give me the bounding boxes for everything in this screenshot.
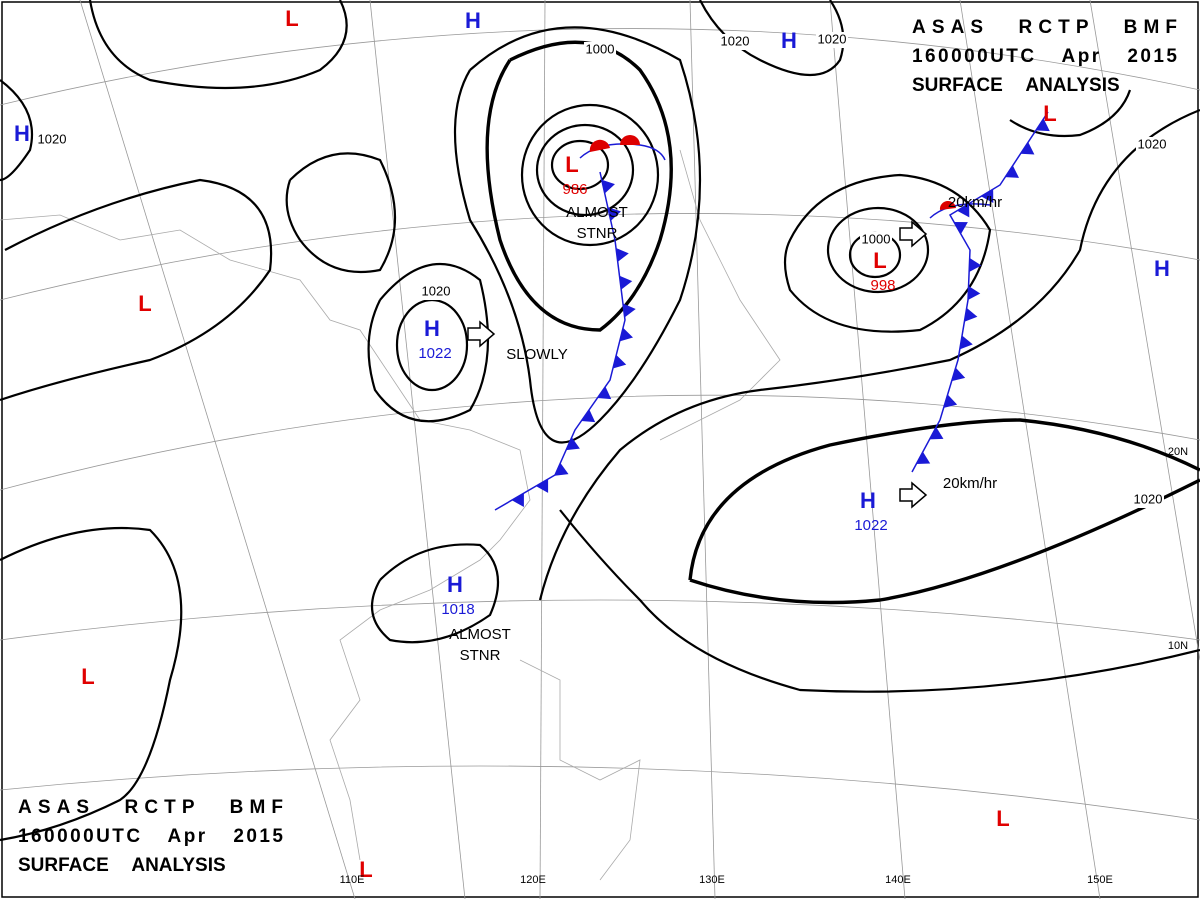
pressure-center: L [359,857,372,882]
isobar-label: 1000 [862,231,891,246]
latitude-label: 20N [1168,446,1188,458]
front-triangle [969,257,982,272]
footer-line: SURFACE ANALYSIS [18,855,226,876]
pressure-center: L [1043,101,1056,126]
footer-line: ASAS RCTP BMF [18,797,283,818]
center-pressure: 986 [562,181,587,198]
front-triangle [1005,165,1020,178]
annotation: SLOWLY [506,346,567,363]
isobar-label: 1020 [38,131,67,146]
longitude-label: 110E [340,874,365,886]
front-triangle [1020,142,1035,155]
front-triangle [554,462,569,476]
pressure-center: H [1154,256,1170,281]
front-triangle [619,327,634,342]
pressure-center: L [996,806,1009,831]
front-triangle [615,247,629,262]
isobar-label: 1020 [1134,491,1163,506]
label-mask [860,232,892,248]
isobar-label: 1020 [1138,136,1167,151]
front-triangle [535,479,549,493]
front-triangle [953,221,968,235]
isobar-label: 1020 [721,33,750,48]
label-mask [719,34,751,50]
center-pressure: 1022 [418,345,451,362]
pressure-center: L [873,248,886,273]
label-mask [816,32,848,48]
front-triangle [619,275,633,290]
warm-front-symbol [939,200,956,210]
pressure-center: H [781,28,797,53]
warm-front-symbol [589,139,610,152]
header-line: SURFACE ANALYSIS [912,75,1120,96]
front-triangle [951,367,966,382]
footer-line: 160000UTC Apr 2015 [18,826,283,847]
label-mask [584,42,616,58]
front-triangle [566,437,580,451]
motion-arrows [467,220,928,509]
latitude-label: 10N [1168,640,1188,652]
pressure-center: L [81,664,94,689]
front-triangle [1035,118,1050,132]
isobar-label: 1020 [818,31,847,46]
coastlines [0,149,781,881]
front-triangle [612,354,627,369]
isobars [0,0,1200,842]
pressure-center: L [285,6,298,31]
annotation: ALMOST [449,626,511,643]
warm-front-symbol [620,135,640,145]
pressure-center: L [565,152,578,177]
isobar-label: 1020 [422,283,451,298]
front-triangle [981,189,994,204]
label-mask [1132,492,1164,508]
front-triangle [511,493,524,508]
pressure-center: L [138,291,151,316]
front-triangle [929,427,944,440]
front-triangle [601,179,615,194]
pressure-center: H [465,8,481,33]
pressure-center: H [860,488,876,513]
label-mask [1136,137,1168,153]
front-triangle [943,394,958,408]
pressure-center: H [14,121,30,146]
front-triangle [581,409,596,423]
label-mask [420,284,452,300]
pressure-center: H [447,572,463,597]
isobar-label: 1000 [586,41,615,56]
front-triangle [957,203,970,218]
front-triangle [916,451,931,465]
front-triangle [964,307,978,322]
header-line: ASAS RCTP BMF [912,17,1177,38]
front-triangle [968,285,981,300]
longitude-label: 150E [1087,874,1113,886]
pressure-center: H [424,316,440,341]
annotation: STNR [460,647,501,664]
annotation: ALMOST [566,204,628,221]
annotation: STNR [577,225,618,242]
front-triangle [622,303,636,318]
front-triangle [597,386,612,400]
longitude-label: 140E [885,874,911,886]
front-triangle [607,207,621,221]
center-pressure: 998 [870,277,895,294]
center-pressure: 1022 [854,517,887,534]
longitude-label: 120E [520,874,546,886]
header-line: 160000UTC Apr 2015 [912,46,1177,67]
center-pressure: 1018 [441,601,474,618]
front-triangle [959,335,973,350]
annotation: 20km/hr [943,475,997,492]
annotation: 20km/hr [948,194,1002,211]
label-mask [36,132,68,148]
longitude-label: 130E [699,874,725,886]
